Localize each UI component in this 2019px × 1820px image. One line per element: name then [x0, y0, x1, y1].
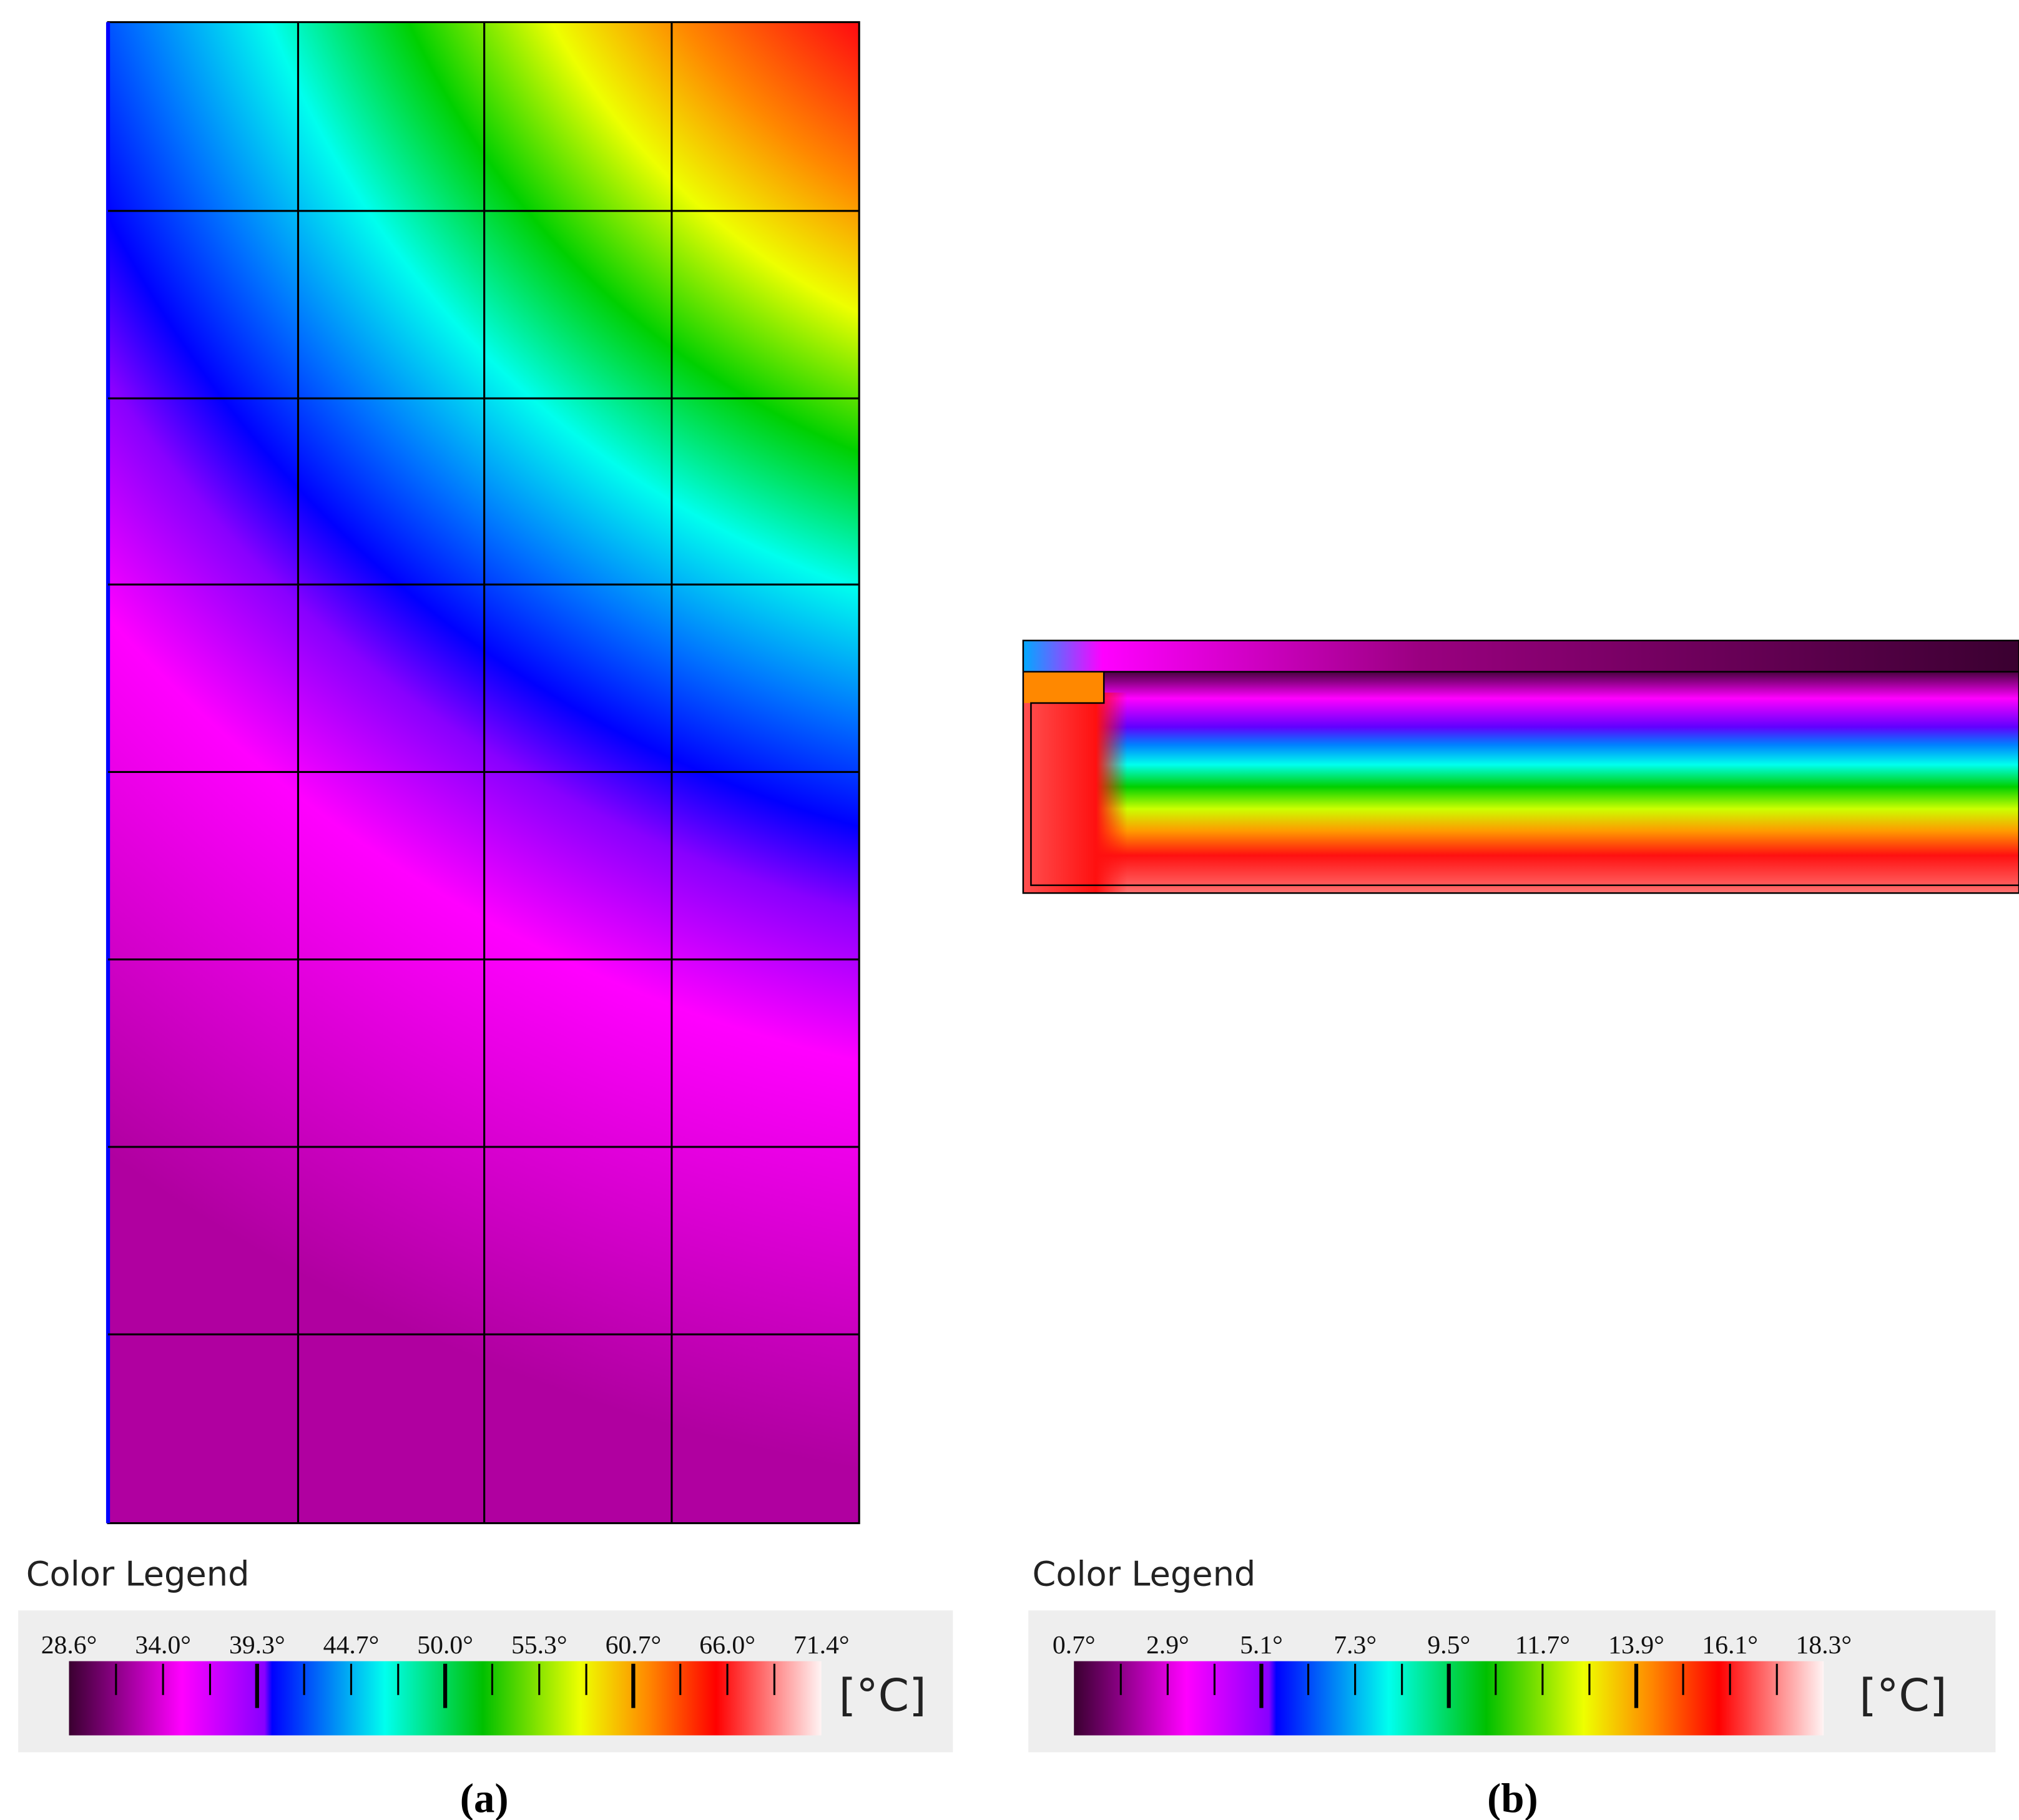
legends: Color Legend 28.6° 34.0° 39.3° 44.7° 50.0° 55.…: [18, 1555, 1996, 1820]
mesh-grid: [108, 22, 860, 1523]
panel-caption: (a): [460, 1776, 509, 1820]
temperature-field-edge: [1023, 692, 1127, 893]
legend-tick-label: 7.3°: [1334, 1631, 1377, 1660]
legend-tick-label: 16.1°: [1702, 1631, 1758, 1660]
legend-tick-label: 5.1°: [1240, 1631, 1283, 1660]
temperature-field-corner: [1023, 671, 1104, 703]
panel-caption: (b): [1487, 1776, 1538, 1820]
legend-tick-label: 66.0°: [699, 1631, 755, 1660]
geometry-outline: [1022, 639, 2019, 894]
legend-tick-label: 50.0°: [417, 1631, 473, 1660]
temperature-field-top: [1023, 640, 2019, 672]
legend-tick-label: 13.9°: [1608, 1631, 1664, 1660]
legend-unit: [°C]: [1859, 1670, 1947, 1721]
legend-unit: [°C]: [839, 1670, 926, 1721]
legend-title: Color Legend: [1032, 1555, 1255, 1594]
legend-tick-label: 0.7°: [1053, 1631, 1096, 1660]
legend-tick-label: 39.3°: [229, 1631, 285, 1660]
legend-tick-label: 18.3°: [1795, 1631, 1852, 1660]
legend-tick-label: 71.4°: [793, 1631, 850, 1660]
legend-tick-label: 11.7°: [1515, 1631, 1570, 1660]
legend-tick-label: 60.7°: [606, 1631, 662, 1660]
legend-tick-label: 34.0°: [135, 1631, 191, 1660]
legend-title: Color Legend: [26, 1555, 250, 1594]
temperature-field: [1023, 671, 2019, 893]
legend-tick-label: 44.7°: [323, 1631, 380, 1660]
legend-tick-label: 28.6°: [41, 1631, 97, 1660]
legend-tick-label: 9.5°: [1427, 1631, 1470, 1660]
legend-tick-label: 2.9°: [1146, 1631, 1189, 1660]
legend-tick-label: 55.3°: [511, 1631, 567, 1660]
